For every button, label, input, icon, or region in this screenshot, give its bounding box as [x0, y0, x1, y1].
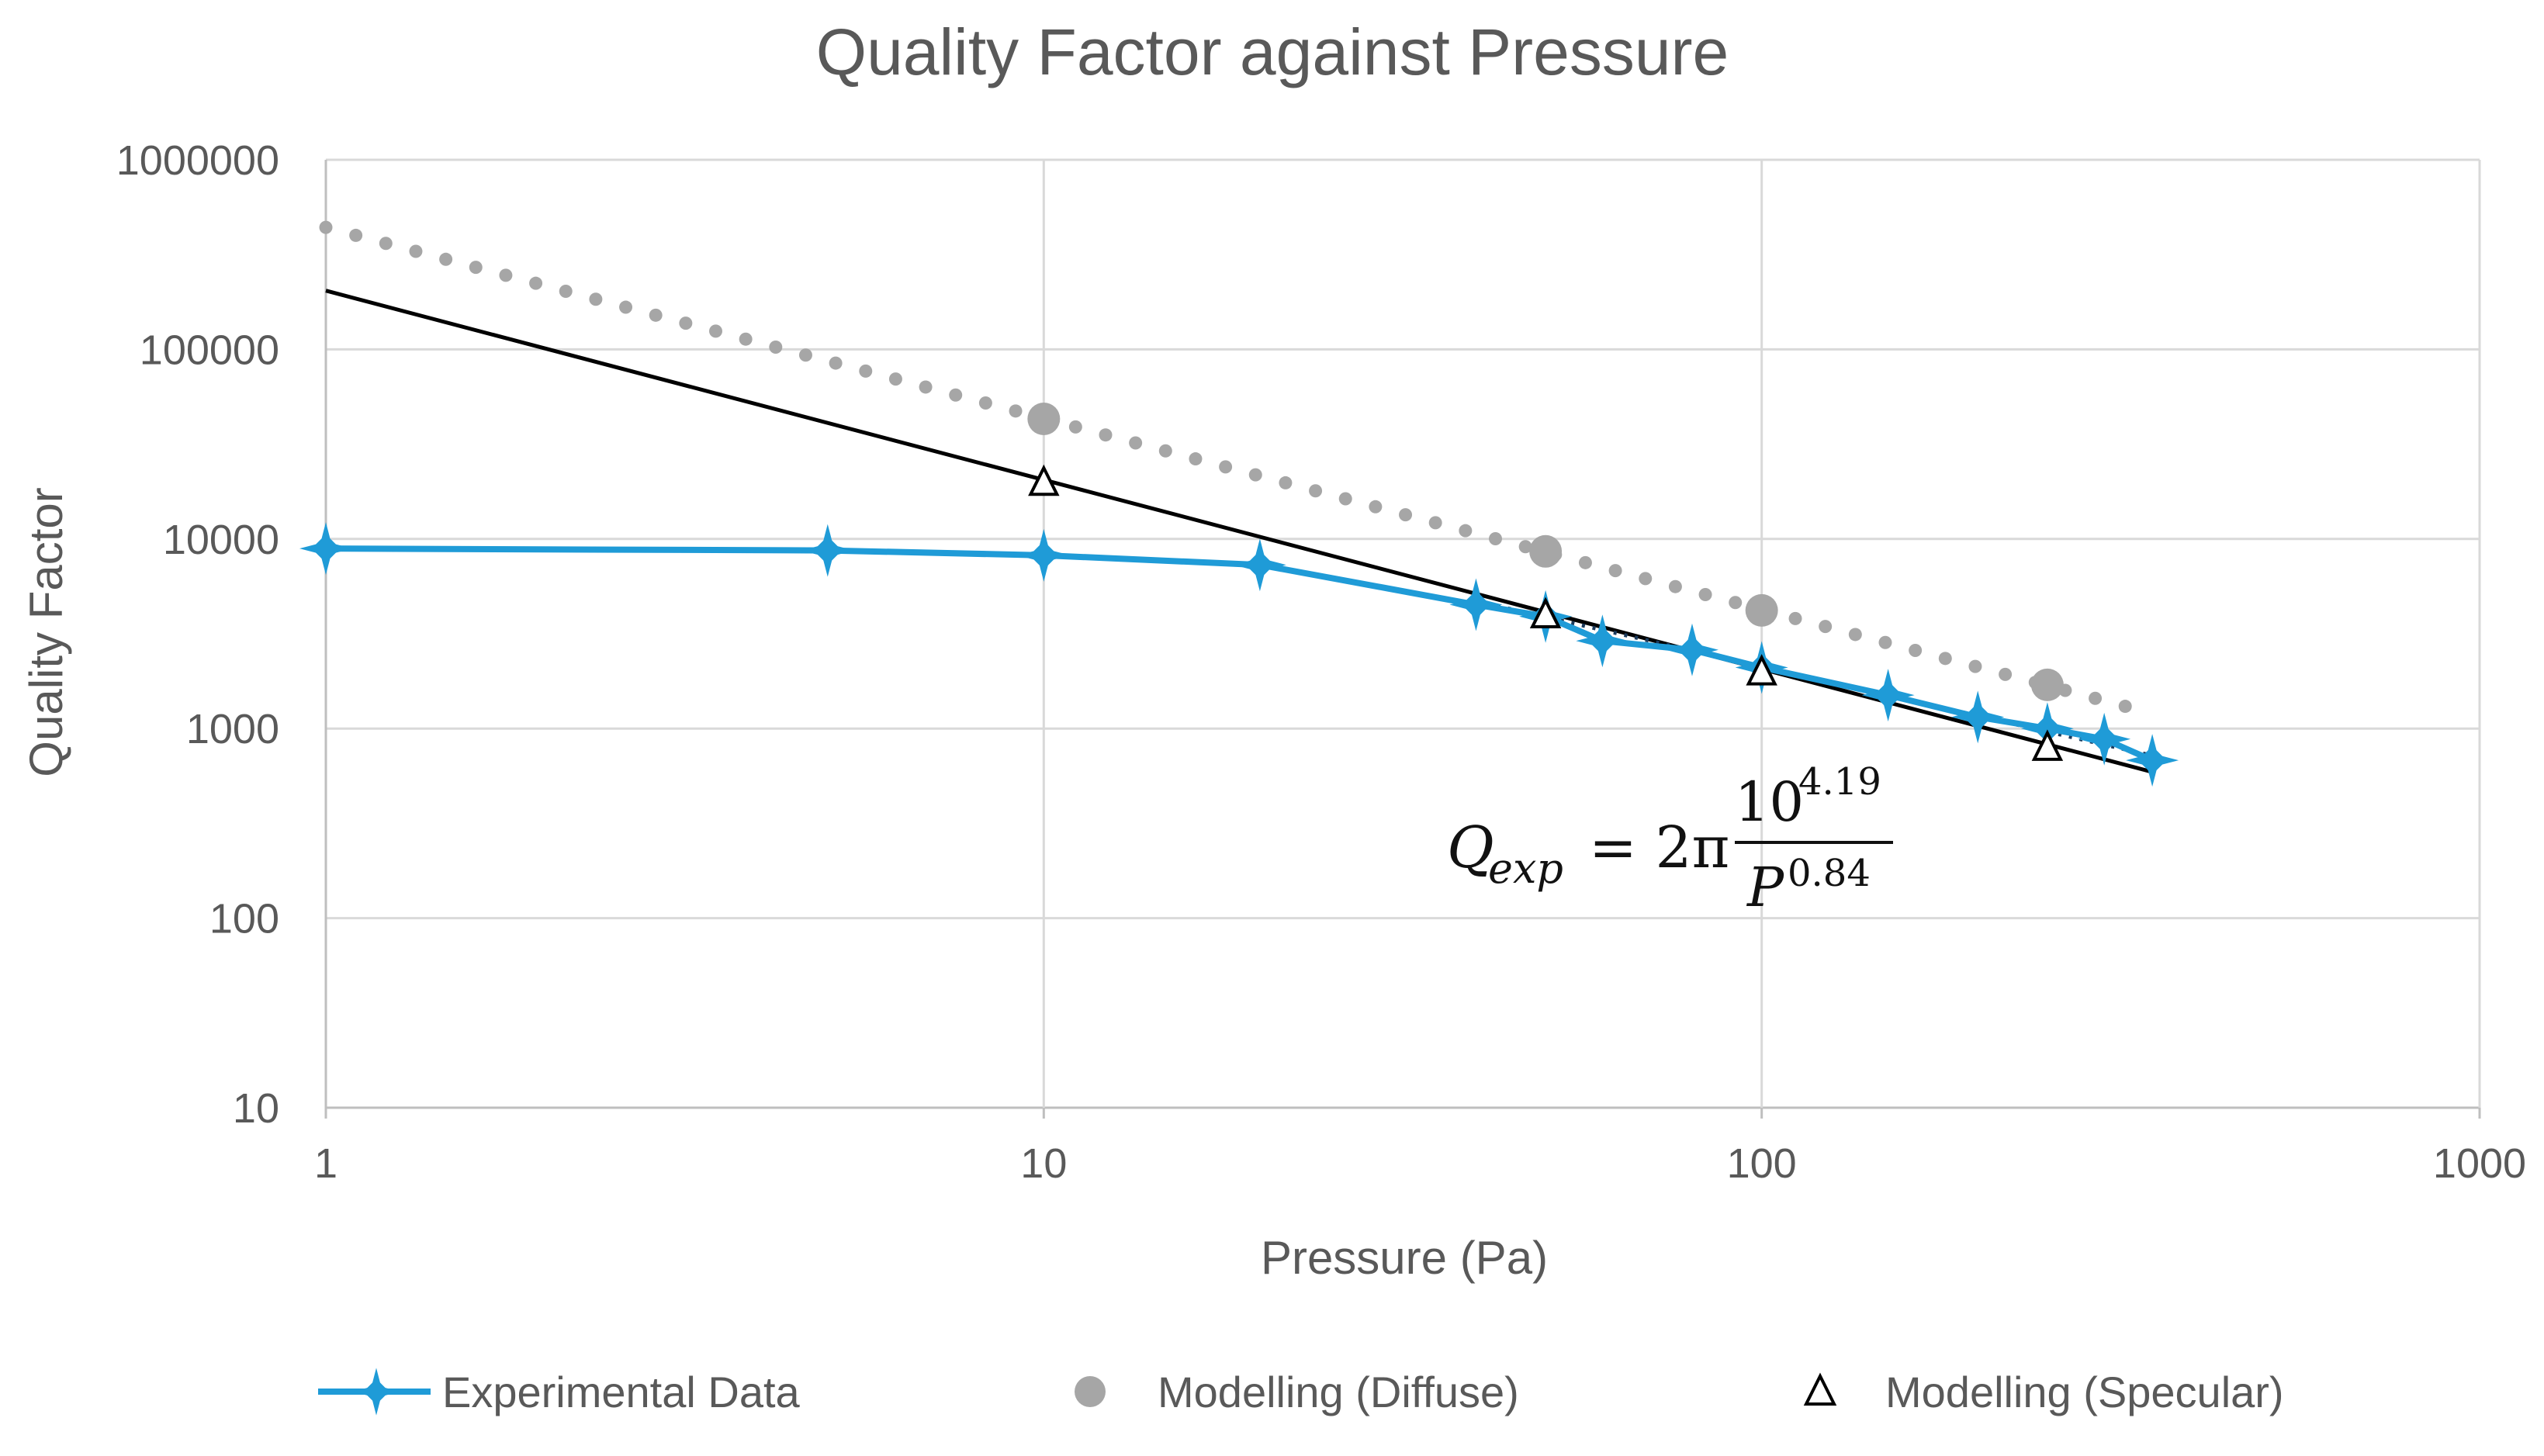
legend-item-experimental: Experimental Data [318, 1368, 801, 1416]
experimental-marker-core [1029, 541, 1058, 570]
equation-denominator-exponent: 0.84 [1788, 852, 1871, 895]
legend-specular-marker [1803, 1372, 1837, 1406]
x-tick-label: 1000 [2433, 1140, 2526, 1187]
legend-experimental-marker [352, 1368, 400, 1416]
diffuse-data-point [2030, 668, 2064, 701]
legend-experimental-star [352, 1368, 400, 1416]
experimental-data-point [2020, 702, 2074, 756]
x-tick-label: 100 [1727, 1140, 1797, 1187]
trendline-power-fit [325, 289, 2153, 774]
experimental-data-point [1951, 690, 2005, 744]
x-axis-label: Pressure (Pa) [1261, 1232, 1548, 1284]
trendline-diffuse-extrapolation [319, 220, 2159, 721]
y-tick-label: 100 [209, 896, 279, 942]
experimental-data-point [801, 524, 854, 577]
experimental-data-point [2078, 712, 2131, 766]
equation-numerator-base: 10 [1735, 770, 1804, 834]
legend-label-diffuse: Modelling (Diffuse) [1158, 1368, 1519, 1416]
equation-denominator-base: P [1746, 856, 1785, 919]
experimental-data-point [299, 522, 352, 576]
diffuse-data-point [1027, 402, 1061, 435]
specular-data-point [1028, 464, 1060, 496]
specular-data-point [2031, 729, 2064, 761]
experimental-marker-core [813, 536, 843, 565]
y-tick-label: 100000 [140, 327, 279, 373]
experimental-marker-core [1462, 590, 1490, 619]
diffuse-data-point [1745, 593, 1778, 627]
legend-diffuse-marker [1075, 1376, 1106, 1407]
experimental-marker-core [2033, 714, 2062, 743]
specular-data-point [1529, 597, 1562, 629]
x-tick-labels: 1 10 100 1000 [314, 1140, 2526, 1187]
experimental-marker-core [1245, 550, 1275, 579]
experimental-marker-core [363, 1378, 389, 1405]
experimental-marker-core [2089, 725, 2119, 754]
legend-item-specular: Modelling (Specular) [1803, 1368, 2284, 1416]
marker-layer [299, 402, 2179, 787]
equation-numerator-exponent: 4.19 [1798, 760, 1881, 804]
experimental-data-point [1861, 669, 1915, 722]
chart-title: Quality Factor against Pressure [816, 16, 1729, 88]
legend-item-diffuse: Modelling (Diffuse) [1075, 1368, 1519, 1416]
axes-layer [324, 1108, 2481, 1119]
y-tick-labels: 10 100 1000 10000 100000 1000000 [116, 137, 279, 1132]
diffuse-data-point [1529, 534, 1563, 568]
y-axis-label: Quality Factor [20, 487, 72, 776]
experimental-data-point [1017, 528, 1071, 582]
experimental-data-point [1233, 538, 1286, 592]
specular-data-point [1746, 654, 1777, 686]
y-tick-label: 1000000 [116, 137, 279, 184]
experimental-data-point [2126, 734, 2179, 787]
legend-label-specular: Modelling (Specular) [1885, 1368, 2284, 1416]
equation-equals: = 2π [1589, 814, 1729, 881]
experimental-marker-core [311, 534, 341, 563]
y-tick-label: 10 [233, 1085, 279, 1132]
legend-label-experimental: Experimental Data [442, 1368, 801, 1416]
equation-lhs-subscript: exp [1488, 844, 1563, 893]
fit-equation: Q exp = 2π 10 4.19 P 0.84 [1447, 760, 1893, 919]
equation-lhs: Q [1447, 814, 1494, 881]
experimental-marker-core [1677, 635, 1707, 665]
y-tick-label: 1000 [186, 706, 279, 752]
experimental-marker-core [2137, 745, 2167, 775]
grid-layer [324, 158, 2481, 1109]
legend: Experimental Data Modelling (Diffuse) Mo… [318, 1368, 2284, 1416]
experimental-marker-core [1587, 626, 1617, 655]
experimental-data-point [1576, 614, 1629, 668]
x-tick-label: 1 [314, 1140, 337, 1187]
y-tick-label: 10000 [163, 517, 279, 563]
x-tick-label: 10 [1020, 1140, 1067, 1187]
experimental-data-point [1449, 578, 1503, 631]
experimental-marker-core [1963, 702, 1992, 731]
experimental-data-point [1665, 623, 1718, 676]
experimental-marker-core [1874, 680, 1902, 710]
